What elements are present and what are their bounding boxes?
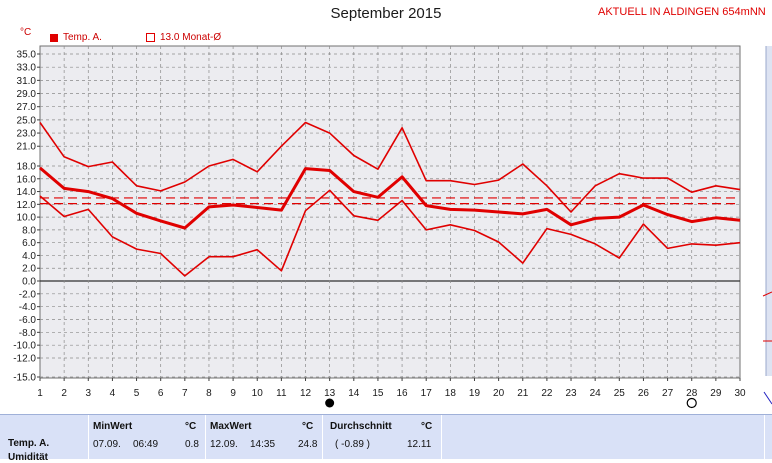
avg-header: Durchschnitt <box>330 421 392 432</box>
y-tick-label: 29.0 <box>17 89 37 100</box>
legend-swatch-filled <box>50 33 58 42</box>
y-tick-label: 18.0 <box>17 162 37 173</box>
y-tick-label: 4.0 <box>22 251 36 262</box>
y-tick-label: -10.0 <box>13 341 36 352</box>
min-date: 07.09. <box>93 439 121 450</box>
y-tick-label: -6.0 <box>19 315 37 326</box>
y-tick-label: -15.0 <box>13 373 36 384</box>
x-tick-label: 20 <box>493 388 505 399</box>
x-tick-label: 12 <box>300 388 312 399</box>
x-tick-label: 24 <box>590 388 602 399</box>
legend-entry-temp: Temp. A. <box>50 32 102 43</box>
x-tick-label: 19 <box>469 388 481 399</box>
min-cell: MinWert °C 07.09. 06:49 0.8 <box>89 415 206 459</box>
max-cell: MaxWert °C 12.09. 14:35 24.8 <box>206 415 323 459</box>
max-value: 24.8 <box>298 439 318 450</box>
temperature-chart: 35.033.031.029.027.025.023.021.018.016.0… <box>13 45 772 409</box>
y-tick-label: 6.0 <box>22 238 36 249</box>
avg-unit: °C <box>421 421 433 432</box>
marker-open-circle <box>686 397 697 409</box>
right-edge-decor <box>762 46 772 405</box>
day-markers <box>325 397 697 409</box>
y-axis-unit: °C <box>20 27 32 38</box>
series-lines <box>39 121 741 277</box>
x-tick-label: 25 <box>614 388 626 399</box>
series-line-1 <box>39 121 741 213</box>
y-tick-label: 27.0 <box>17 102 37 113</box>
x-tick-label: 9 <box>230 388 236 399</box>
y-tick-label: 12.0 <box>17 200 37 211</box>
avg-delta: ( -0.89 ) <box>335 439 371 450</box>
x-tick-label: 2 <box>61 388 67 399</box>
x-tick-label: 7 <box>182 388 188 399</box>
max-date: 12.09. <box>210 439 238 450</box>
y-tick-label: -8.0 <box>19 328 37 339</box>
max-time: 14:35 <box>250 439 276 450</box>
grid <box>40 46 740 378</box>
min-header: MinWert <box>93 421 133 432</box>
min-unit: °C <box>185 421 197 432</box>
x-tick-label: 21 <box>517 388 529 399</box>
x-tick-label: 5 <box>134 388 140 399</box>
station-current-label[interactable]: AKTUELL IN ALDINGEN 654mNN <box>598 6 766 18</box>
x-tick-label: 1 <box>37 388 43 399</box>
x-tick-label: 8 <box>206 388 212 399</box>
y-tick-label: 14.0 <box>17 187 37 198</box>
y-axis: 35.0 33.0 31.0 29.0 27.0 25.0 23.0 21.0 18.016.0… <box>13 50 40 384</box>
y-tick-label: 16.0 <box>17 174 37 185</box>
chart-title: September 2015 <box>330 5 442 22</box>
series-line-3 <box>39 189 741 277</box>
y-tick-label: 2.0 <box>22 264 36 275</box>
x-tick-label: 17 <box>421 388 433 399</box>
x-tick-label: 23 <box>565 388 577 399</box>
y-tick-label: 8.0 <box>22 225 36 236</box>
x-tick-label: 16 <box>397 388 409 399</box>
max-unit: °C <box>302 421 314 432</box>
y-tick-label: -4.0 <box>19 302 37 313</box>
x-tick-label: 10 <box>252 388 264 399</box>
y-tick-label: -12.0 <box>13 354 36 365</box>
avg-cell: Durchschnitt °C ( -0.89 ) 12.11 <box>323 415 442 459</box>
x-tick-label: 30 <box>734 388 746 399</box>
reference-lines <box>40 197 740 205</box>
y-tick-label: 10.0 <box>17 213 37 224</box>
x-tick-label: 4 <box>110 388 116 399</box>
avg-value: 12.11 <box>407 439 432 450</box>
series-line-2 <box>39 166 741 230</box>
legend-swatch-open <box>146 33 155 42</box>
y-tick-label: 0.0 <box>22 277 36 288</box>
y-tick-label: 23.0 <box>17 129 37 140</box>
row-label: Temp. A. <box>8 438 50 449</box>
min-value: 0.8 <box>185 439 199 450</box>
legend-label-mean: 13.0 Monat-Ø <box>160 32 222 43</box>
x-tick-label: 22 <box>541 388 553 399</box>
y-tick-label: 31.0 <box>17 76 37 87</box>
plot-area <box>39 45 741 379</box>
stats-label-cell: Temp. A. Umidität <box>0 415 89 463</box>
x-tick-label: 11 <box>276 388 287 399</box>
marker-filled-circle <box>325 398 335 408</box>
x-tick-label: 27 <box>662 388 674 399</box>
max-header: MaxWert <box>210 421 252 432</box>
legend-label-temp: Temp. A. <box>63 32 102 43</box>
x-tick-label: 18 <box>445 388 457 399</box>
x-tick-label: 26 <box>638 388 650 399</box>
stats-table: Temp. A. Umidität MinWert °C 07.09. 06:4… <box>0 414 772 463</box>
x-tick-label: 6 <box>158 388 164 399</box>
y-tick-label: -2.0 <box>19 289 37 300</box>
x-tick-label: 15 <box>372 388 384 399</box>
x-tick-label: 28 <box>686 388 698 399</box>
min-time: 06:49 <box>133 439 159 450</box>
x-tick-label: 3 <box>85 388 91 399</box>
y-tick-label: 33.0 <box>17 63 37 74</box>
y-tick-label: 21.0 <box>17 142 37 153</box>
empty-cell <box>442 415 765 459</box>
x-tick-label: 14 <box>348 388 360 399</box>
x-axis: 1 2 3 4 5 6 7 8 9 10 11 12 13 14 15 16 17 18 19 20 21 22 23 24 2… <box>37 378 746 399</box>
y-tick-label: 35.0 <box>17 50 37 61</box>
x-tick-label: 13 <box>324 388 336 399</box>
y-tick-label: 25.0 <box>17 115 37 126</box>
legend-entry-mean: 13.0 Monat-Ø <box>146 32 221 43</box>
x-tick-label: 29 <box>710 388 722 399</box>
